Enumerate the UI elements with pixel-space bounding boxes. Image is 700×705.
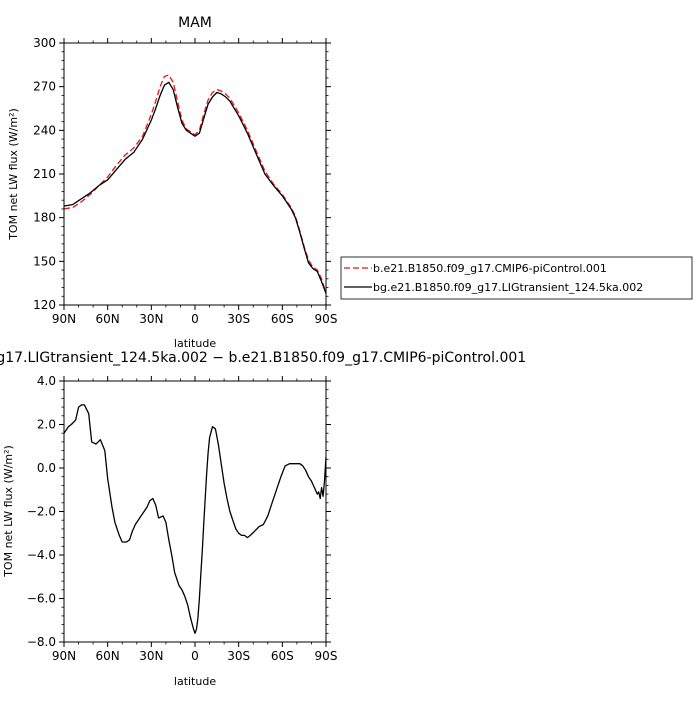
panel-top-ytick-label: 240 — [33, 123, 56, 137]
panel-bottom-ytick-label: 0.0 — [37, 461, 56, 475]
panel-top-ytick-label: 180 — [33, 211, 56, 225]
panel-bottom-ticks: −8.0 −6.0 −4.0 −2.0 0.0 2.0 4.0 90N 60N 30N 0 30S 60… — [27, 374, 338, 663]
panel-bottom: bg.e21.B1850.f09_g17.LIGtransient_124.5k… — [0, 350, 526, 688]
panel-top-series-line-1 — [63, 81, 327, 294]
legend-box — [340, 256, 693, 300]
panel-bottom-series-line-0 — [63, 404, 327, 634]
panel-top: MAM latitude TOM net LW flux (W/m²) 1201… — [7, 15, 337, 350]
panel-top-ytick-label: 120 — [33, 298, 56, 312]
panel-bottom-xtick-label: 60S — [271, 649, 294, 663]
panel-top-ytick-label: 150 — [33, 254, 56, 268]
panel-bottom-xtick-label: 30S — [227, 649, 250, 663]
panel-top-ytick-label: 210 — [33, 167, 56, 181]
panel-top-xlabel: latitude — [174, 337, 216, 350]
panel-bottom-xlabel: latitude — [174, 675, 216, 688]
legend-label-control: b.e21.B1850.f09_g17.CMIP6-piControl.001 — [373, 262, 607, 275]
panel-bottom-ytick-label: −8.0 — [27, 635, 56, 649]
panel-top-ylabel: TOM net LW flux (W/m²) — [7, 108, 20, 241]
panel-bottom-xtick-label: 60N — [96, 649, 120, 663]
panel-top-xtick-label: 60N — [96, 312, 120, 326]
panel-top-ytick-label: 270 — [33, 80, 56, 94]
panel-bottom-ytick-label: 4.0 — [37, 374, 56, 388]
panel-top-ytick-label: 300 — [33, 36, 56, 50]
panel-bottom-ytick-label: −4.0 — [27, 548, 56, 562]
panel-top-xtick-label: 90S — [315, 312, 338, 326]
panel-bottom-series — [63, 404, 327, 634]
panel-top-xtick-label: 30N — [139, 312, 163, 326]
panel-bottom-title: bg.e21.B1850.f09_g17.LIGtransient_124.5k… — [0, 350, 526, 366]
panel-top-xtick-label: 0 — [191, 312, 199, 326]
panel-top-ticks: 120 150 180 210 240 270 300 90N 60N 30N 0 30S 60S 90S — [33, 36, 337, 326]
panel-top-xtick-label: 90N — [52, 312, 76, 326]
panel-bottom-ylabel: TOM net LW flux (W/m²) — [2, 445, 15, 578]
panel-bottom-xtick-label: 30N — [139, 649, 163, 663]
panel-bottom-xtick-label: 90S — [315, 649, 338, 663]
legend-label-transient: bg.e21.B1850.f09_g17.LIGtransient_124.5k… — [373, 281, 643, 294]
panel-top-title: MAM — [178, 15, 212, 31]
panel-bottom-ytick-label: −6.0 — [27, 592, 56, 606]
panel-bottom-xtick-label: 0 — [191, 649, 199, 663]
panel-top-xtick-label: 30S — [227, 312, 250, 326]
panel-top-frame — [63, 42, 327, 306]
panel-bottom-ytick-label: −2.0 — [27, 505, 56, 519]
panel-top-series — [63, 74, 327, 294]
panel-top-xtick-label: 60S — [271, 312, 294, 326]
legend: b.e21.B1850.f09_g17.CMIP6-piControl.001 … — [340, 256, 693, 300]
panel-bottom-ytick-label: 2.0 — [37, 418, 56, 432]
panel-top-series-line-0 — [63, 74, 327, 294]
panel-bottom-frame — [63, 380, 327, 643]
panel-bottom-xtick-label: 90N — [52, 649, 76, 663]
